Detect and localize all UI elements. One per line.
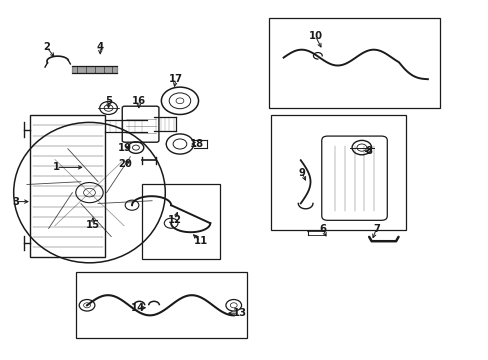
- Text: 7: 7: [372, 224, 379, 234]
- Text: 14: 14: [130, 303, 145, 313]
- Text: 20: 20: [118, 159, 131, 169]
- Text: 11: 11: [193, 236, 207, 246]
- Text: 19: 19: [118, 143, 131, 153]
- Text: 9: 9: [298, 168, 305, 178]
- Bar: [271, 115, 405, 230]
- Text: 15: 15: [86, 220, 100, 230]
- Bar: [268, 18, 439, 108]
- Text: 6: 6: [319, 224, 325, 234]
- Text: 8: 8: [365, 146, 372, 156]
- Text: 2: 2: [43, 42, 50, 52]
- Text: 5: 5: [105, 96, 112, 106]
- Text: 1: 1: [53, 162, 60, 172]
- Text: 17: 17: [169, 74, 183, 84]
- Bar: [142, 184, 220, 259]
- Text: 16: 16: [132, 96, 145, 106]
- Text: 4: 4: [97, 42, 103, 52]
- Bar: [30, 115, 105, 257]
- Text: 10: 10: [308, 31, 322, 41]
- Text: 18: 18: [189, 139, 203, 149]
- Text: 13: 13: [232, 308, 246, 318]
- Text: 12: 12: [168, 215, 182, 225]
- Text: 3: 3: [12, 197, 19, 207]
- Bar: [76, 272, 246, 338]
